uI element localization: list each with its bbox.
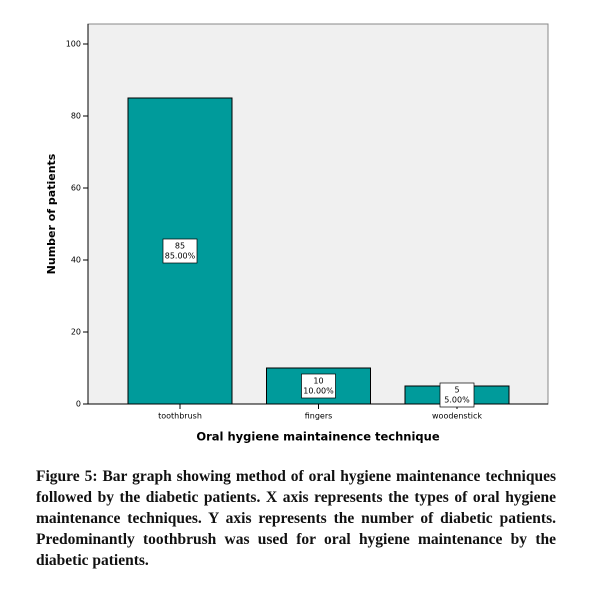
data-label: 5 [454,386,459,395]
figure-caption: Figure 5: Bar graph showing method of or… [36,468,556,569]
data-label: 85 [175,242,185,251]
y-tick-label: 40 [71,256,81,265]
data-label-box [162,238,198,264]
percent-label: 85.00% [165,252,196,261]
percent-label: 10.00% [303,387,334,396]
y-tick-label: 60 [71,184,81,193]
y-tick-label: 0 [76,400,81,409]
chart: Number of patients Oral hygiene maintain… [45,23,549,444]
x-axis-label: Oral hygiene maintainence technique [196,430,440,444]
percent-label: 5.00% [444,396,470,405]
y-tick-label: 100 [66,40,81,49]
y-tick-label: 20 [71,328,81,337]
x-tick-label: fingers [305,412,333,421]
data-label-box [301,373,336,399]
y-axis-label: Number of patients [45,153,58,274]
data-label: 10 [313,377,323,386]
x-tick-label: toothbrush [158,412,202,421]
data-label-box [439,382,475,408]
x-tick-label: woodenstick [432,412,482,421]
y-tick-label: 80 [71,112,81,121]
